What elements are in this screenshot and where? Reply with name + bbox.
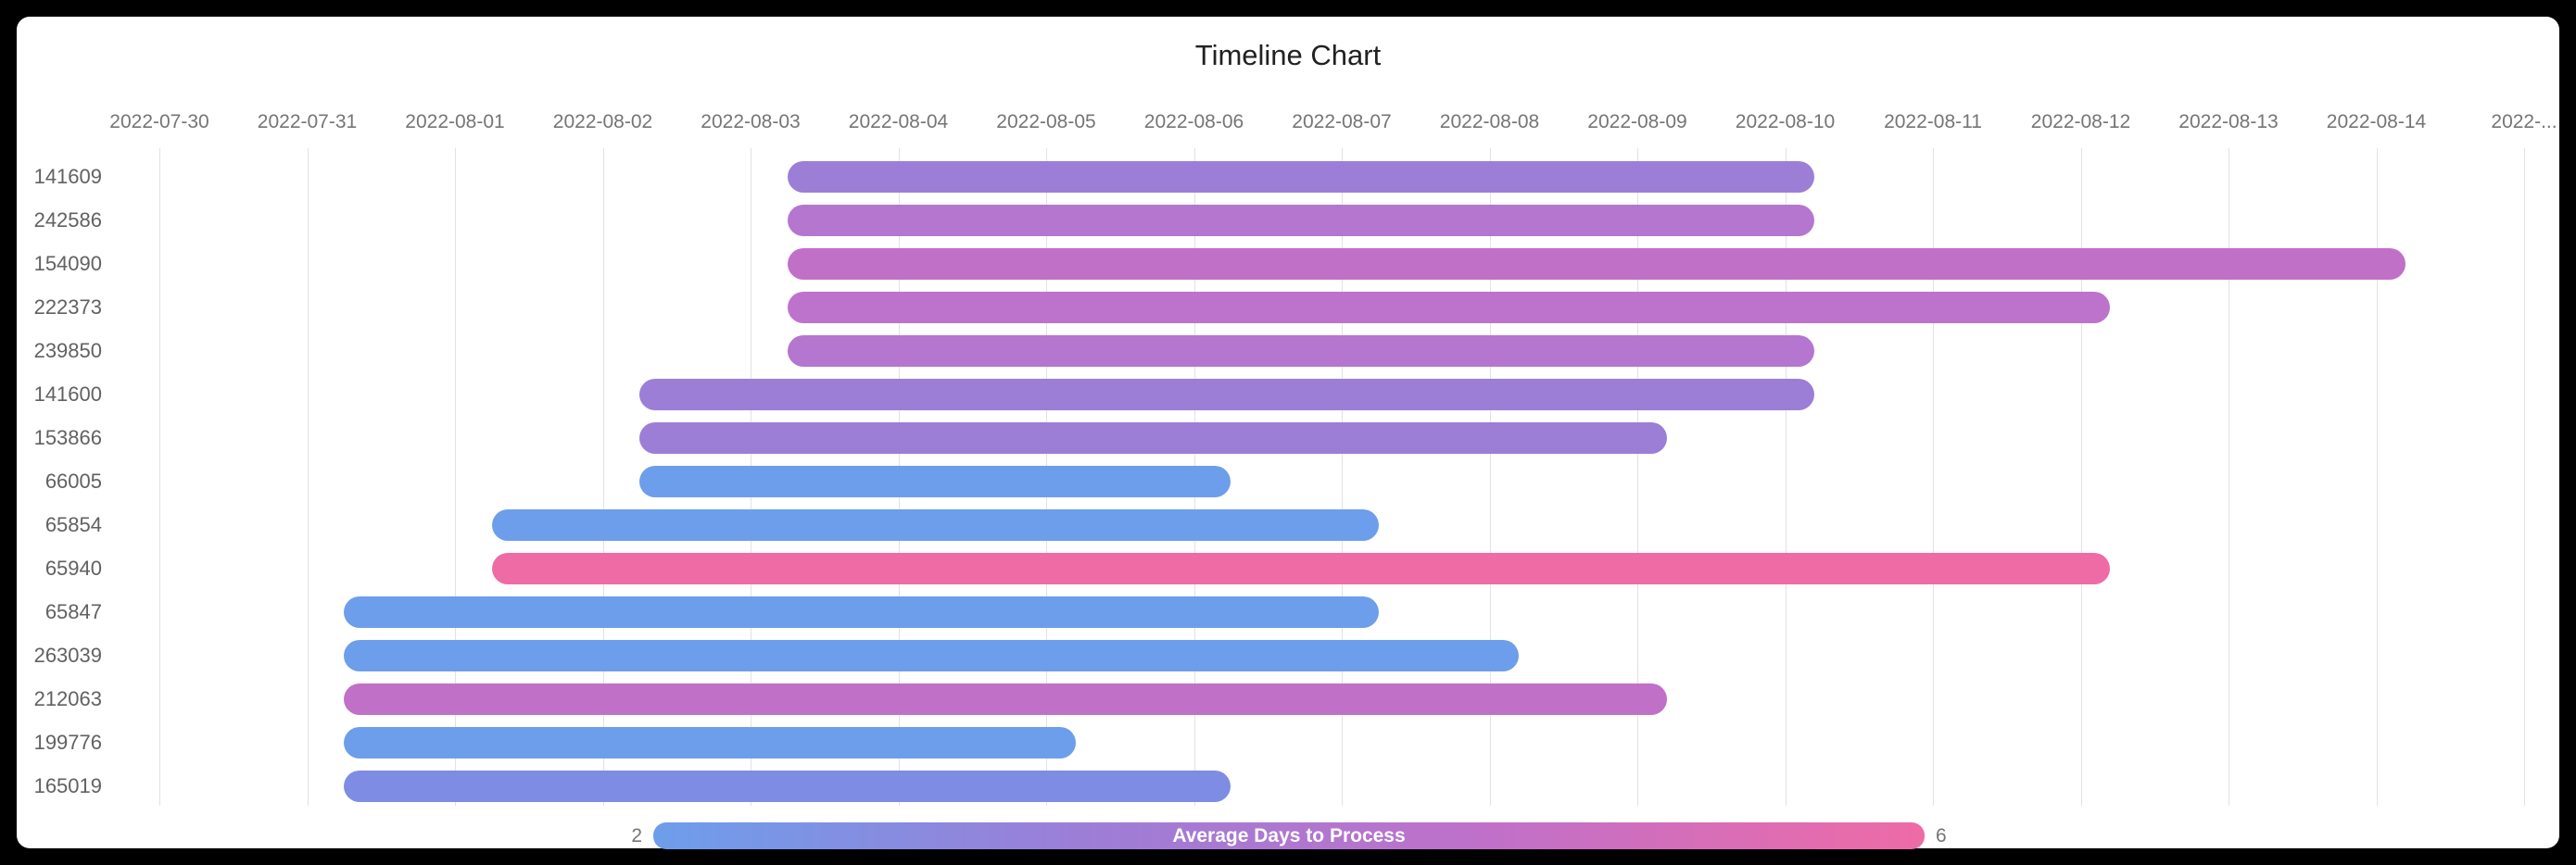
timeline-bar-65847[interactable]	[344, 596, 1379, 628]
y-axis-label: 65940	[44, 557, 102, 580]
x-tick-label: 2022-08-08	[1439, 111, 1540, 132]
y-axis-label: 65854	[44, 513, 102, 536]
y-axis-label: 154090	[33, 252, 102, 275]
x-tick-label: 2022-08-03	[701, 111, 801, 132]
x-tick-label: 2022-08-14	[2326, 111, 2427, 132]
timeline-bar-165019[interactable]	[344, 771, 1231, 802]
x-tick-label: 2022-08-11	[1884, 111, 1982, 132]
gridline	[2524, 148, 2525, 806]
gridline	[1637, 148, 1638, 806]
gridline	[2080, 148, 2082, 806]
gridline	[1785, 148, 1787, 806]
gridline	[2376, 148, 2378, 806]
y-axis-label: 242586	[33, 208, 102, 232]
y-axis-label: 141609	[33, 165, 102, 188]
x-tick-label: 2022-08-07	[1292, 111, 1392, 132]
chart-title: Timeline Chart	[1194, 39, 1382, 71]
legend-max-value: 6	[1936, 825, 1947, 846]
x-tick-label: 2022-08-05	[996, 111, 1096, 132]
timeline-bar-239850[interactable]	[787, 335, 1815, 367]
timeline-bar-65854[interactable]	[491, 509, 1379, 541]
legend-gradient-bar: Average Days to Process	[653, 822, 1925, 849]
timeline-bar-222373[interactable]	[787, 292, 2111, 323]
x-tick-label: 2022-07-30	[109, 111, 209, 132]
x-tick-label: 2022-08-02	[552, 111, 653, 132]
x-tick-label: 2022-07-31	[257, 111, 358, 132]
x-tick-label: 2022-08-10	[1735, 111, 1836, 132]
timeline-bar-66005[interactable]	[639, 466, 1231, 497]
y-axis-label: 141600	[33, 382, 102, 406]
y-axis-label: 263039	[33, 644, 102, 667]
y-axis-label: 65847	[44, 600, 102, 623]
y-axis-label: 66005	[44, 470, 102, 493]
y-axis-label: 153866	[33, 426, 102, 449]
x-tick-label: 2022-08-06	[1143, 111, 1244, 132]
timeline-bar-212063[interactable]	[344, 683, 1667, 715]
timeline-bar-141600[interactable]	[639, 379, 1815, 410]
x-tick-label: 2022-...	[2491, 111, 2557, 132]
gridline	[1489, 148, 1491, 806]
gridline	[1933, 148, 1934, 806]
timeline-bar-199776[interactable]	[344, 727, 1076, 758]
legend-label: Average Days to Process	[1172, 824, 1406, 846]
timeline-bar-263039[interactable]	[344, 640, 1520, 671]
timeline-bar-242586[interactable]	[787, 205, 1815, 236]
gridline	[602, 148, 604, 806]
y-axis-label: 239850	[33, 339, 102, 362]
x-tick-label: 2022-08-12	[2030, 111, 2131, 132]
gridline	[1342, 148, 1343, 806]
x-tick-label: 2022-08-01	[405, 111, 505, 132]
legend: 2 Average Days to Process 6	[0, 822, 2576, 849]
x-tick-label: 2022-08-04	[848, 111, 949, 132]
gridline	[455, 148, 456, 806]
y-axis-label: 212063	[33, 687, 102, 710]
timeline-bar-154090[interactable]	[787, 248, 2406, 280]
y-axis-label: 199776	[33, 731, 102, 754]
gridline	[307, 148, 309, 806]
y-axis-label: 165019	[33, 774, 102, 797]
y-axis-label: 222373	[33, 295, 102, 319]
timeline-bar-65940[interactable]	[491, 553, 2111, 584]
gridline	[159, 148, 160, 806]
legend-min-value: 2	[631, 825, 642, 846]
x-tick-label: 2022-08-13	[2178, 111, 2279, 132]
x-tick-label: 2022-08-09	[1587, 111, 1687, 132]
timeline-bar-153866[interactable]	[639, 422, 1667, 454]
timeline-bar-141609[interactable]	[787, 161, 1815, 193]
